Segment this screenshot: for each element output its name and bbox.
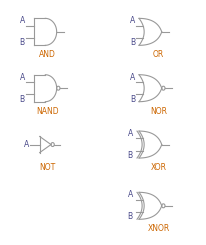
Text: B: B [130, 95, 135, 104]
Text: NOT: NOT [39, 163, 55, 172]
Text: B: B [20, 95, 25, 104]
Text: NAND: NAND [36, 107, 59, 116]
Text: A: A [130, 16, 135, 25]
Text: NOR: NOR [150, 107, 167, 116]
Text: A: A [128, 129, 133, 138]
Text: B: B [128, 212, 133, 221]
Text: A: A [128, 190, 133, 199]
Text: B: B [20, 38, 25, 47]
Text: AND: AND [39, 50, 56, 59]
Text: A: A [24, 140, 29, 149]
Text: A: A [130, 73, 135, 82]
Text: B: B [128, 151, 133, 160]
Text: XOR: XOR [151, 163, 167, 172]
Text: B: B [130, 38, 135, 47]
Text: A: A [20, 73, 25, 82]
Text: OR: OR [153, 50, 164, 59]
Text: XNOR: XNOR [147, 224, 170, 233]
Text: A: A [20, 16, 25, 25]
